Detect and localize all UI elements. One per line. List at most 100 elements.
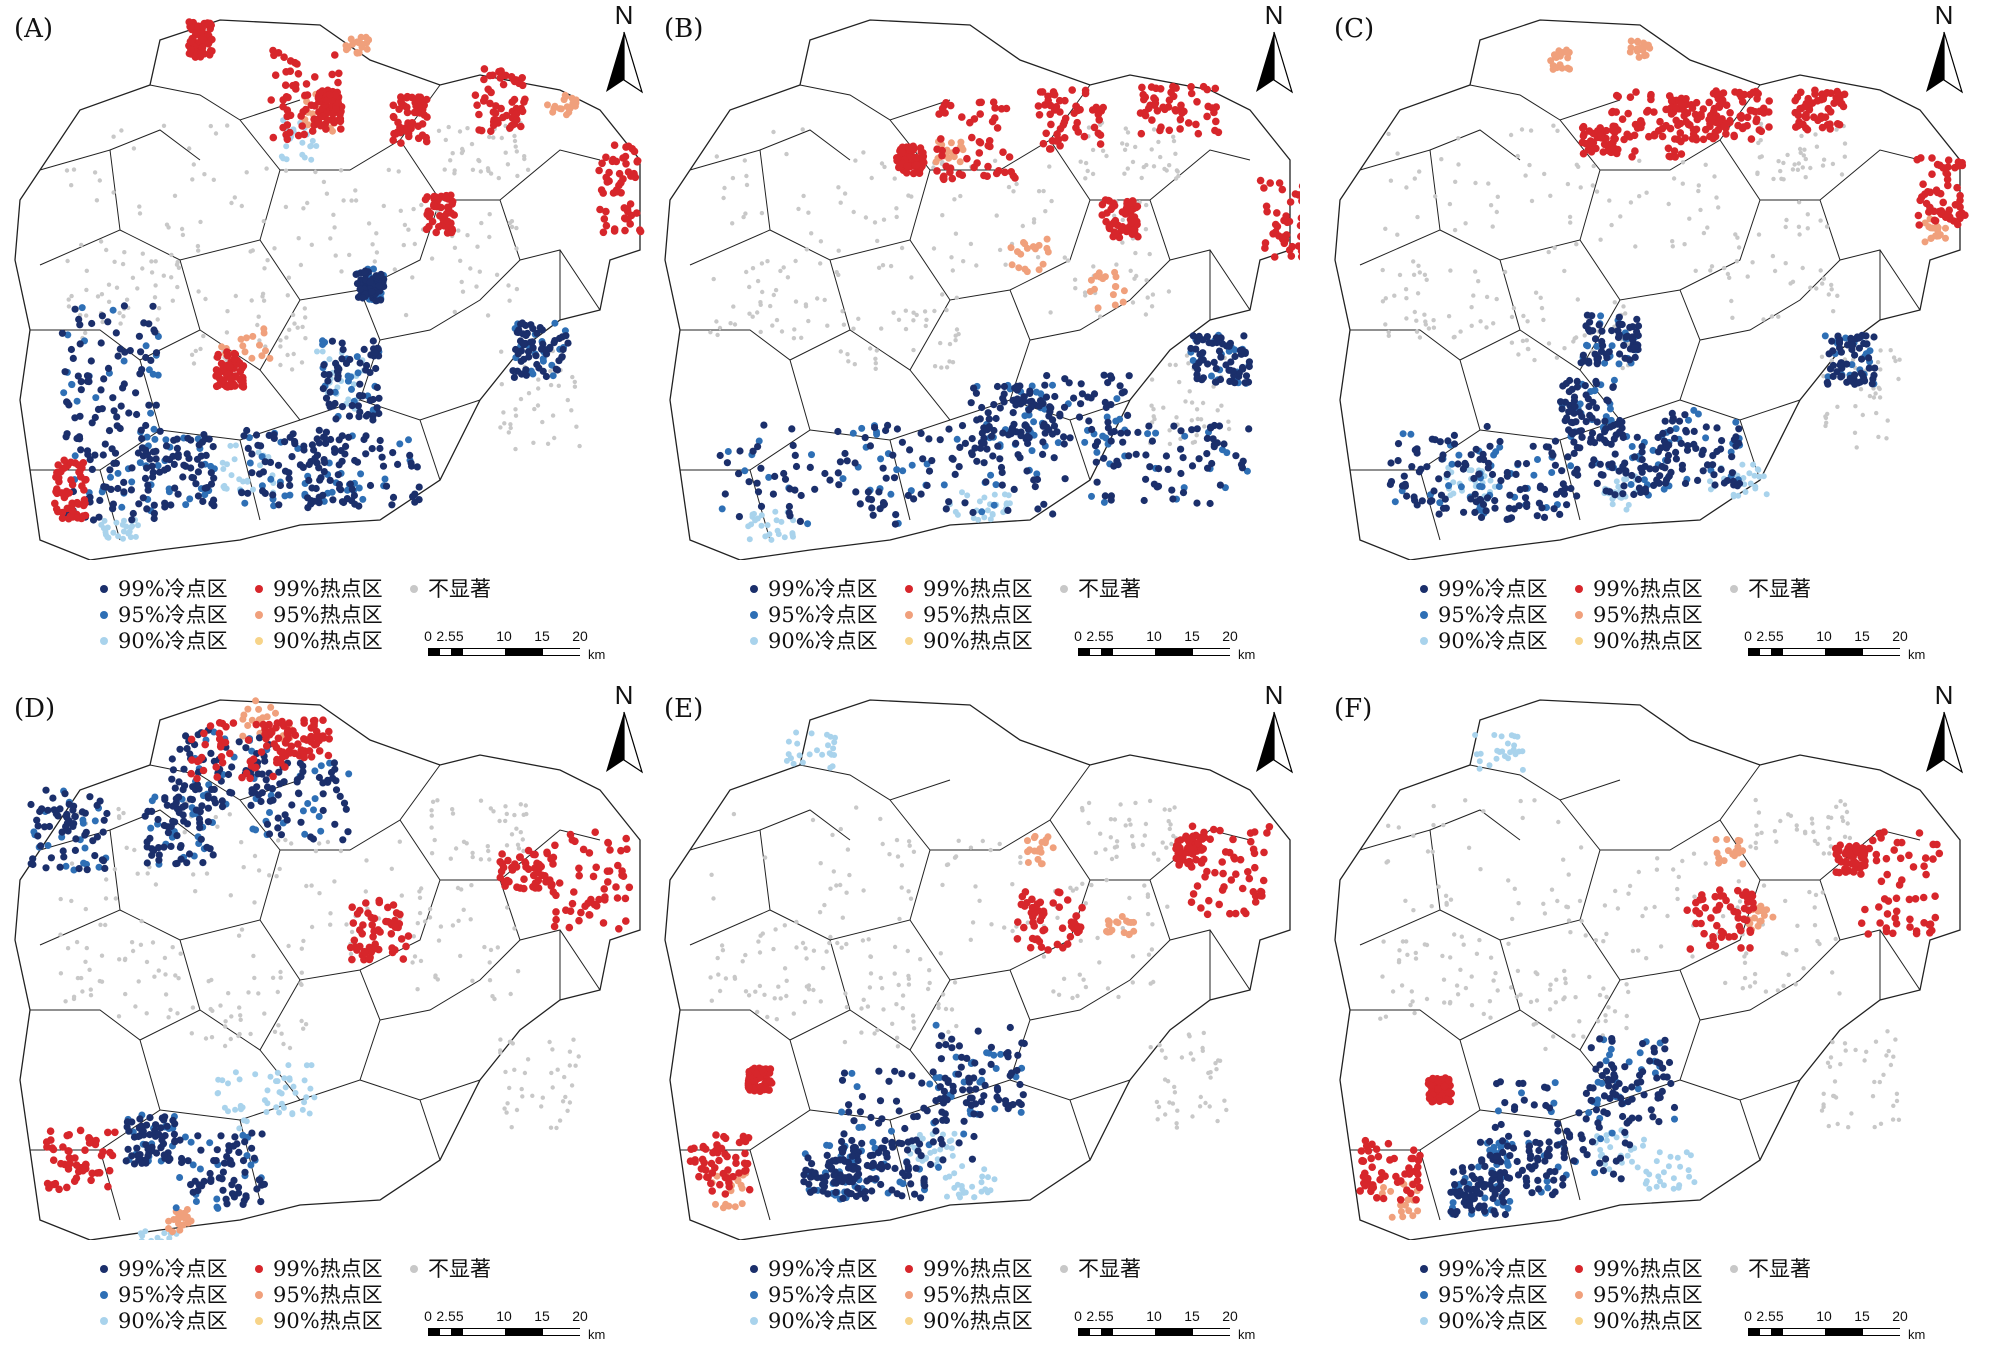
map-point (495, 67, 503, 76)
map-point (1184, 353, 1190, 358)
map-point (1803, 156, 1808, 162)
district-boundary (1819, 199, 1921, 311)
map-point (278, 969, 283, 975)
map-point (132, 533, 139, 540)
map-point (899, 245, 905, 251)
map-point (1060, 440, 1068, 448)
map-point (1643, 108, 1651, 116)
map-point (243, 334, 250, 342)
map-point (239, 1131, 247, 1139)
map-point (1588, 429, 1597, 437)
map-point (124, 845, 129, 850)
map-point (552, 435, 557, 441)
map-point (102, 529, 109, 536)
map-point (421, 195, 430, 204)
map-point (540, 419, 545, 425)
map-point (1106, 372, 1115, 380)
map-point (1631, 344, 1639, 352)
map-point (139, 494, 147, 502)
map-point (1542, 443, 1550, 451)
map-point (718, 505, 726, 513)
map-point (1866, 347, 1874, 355)
map-point (1685, 416, 1692, 424)
map-point (1590, 183, 1595, 188)
map-point (190, 1005, 196, 1010)
map-point (951, 470, 959, 478)
district-boundary (680, 359, 811, 471)
map-point (1222, 361, 1230, 369)
scale-tick-label: 0 (1744, 628, 1752, 644)
map-point (165, 485, 173, 493)
map-point (1627, 37, 1635, 45)
map-point (531, 440, 536, 445)
map-point (1380, 299, 1386, 304)
map-point (1167, 88, 1175, 97)
map-point (1813, 132, 1818, 137)
map-point (1698, 207, 1703, 213)
map-point (1564, 453, 1572, 461)
map-point (375, 394, 383, 402)
map-point (1436, 438, 1444, 446)
map-point (1593, 479, 1601, 487)
map-point (529, 344, 537, 352)
map-point (83, 447, 92, 455)
map-point (1621, 476, 1628, 483)
map-point (1193, 499, 1201, 507)
map-point (155, 851, 163, 859)
map-point (470, 978, 475, 983)
map-point (834, 427, 842, 436)
legend-item: 99%热点区 (255, 576, 383, 602)
map-point (806, 318, 811, 324)
map-point (133, 410, 141, 419)
map-point (315, 97, 323, 106)
map-point (196, 1165, 204, 1173)
map-point (202, 172, 207, 177)
map-point (274, 1069, 281, 1076)
map-point (598, 159, 606, 168)
map-point (124, 297, 130, 302)
map-point (512, 133, 517, 139)
map-point (510, 95, 519, 104)
map-point (866, 442, 874, 450)
legend-item: 95%冷点区 (1420, 602, 1548, 628)
map-point (219, 1077, 226, 1084)
map-point (771, 472, 779, 480)
legend-dot-icon (255, 636, 263, 645)
map-point (749, 511, 756, 518)
map-point (952, 508, 959, 515)
map-point (1491, 504, 1499, 512)
map-point (127, 486, 135, 494)
map-point (945, 498, 953, 506)
map-point (66, 297, 71, 302)
map-point (1448, 268, 1453, 273)
map-point (863, 215, 869, 220)
map-point (278, 338, 283, 343)
map-point (1836, 344, 1844, 352)
map-point (1094, 110, 1103, 119)
scale-tick-label: 20 (1222, 628, 1238, 644)
map-point (418, 131, 427, 139)
map-point (299, 139, 306, 146)
map-point (1443, 470, 1451, 478)
map-point (103, 809, 111, 818)
map-point (459, 279, 464, 285)
map-point (281, 1075, 288, 1082)
map-point (371, 349, 379, 357)
map-point (114, 352, 122, 360)
map-point (301, 154, 308, 161)
map-point (260, 291, 266, 296)
map-point (1626, 323, 1634, 331)
map-point (487, 978, 493, 983)
map-point (88, 993, 94, 998)
map-point (118, 503, 126, 511)
map-point (392, 267, 397, 272)
map-point (340, 799, 349, 807)
map-point (875, 238, 880, 244)
scale-tick-label: 20 (1892, 628, 1908, 644)
map-point (1753, 115, 1761, 123)
map-point (193, 348, 198, 354)
map-point (1159, 103, 1167, 112)
map-point (68, 501, 76, 509)
map-point (60, 456, 68, 465)
map-point (958, 193, 963, 199)
